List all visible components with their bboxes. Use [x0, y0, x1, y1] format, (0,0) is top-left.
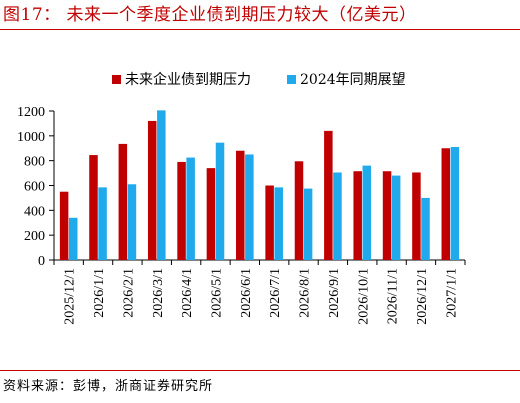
bar-maturity — [236, 150, 245, 260]
bar-maturity — [382, 171, 392, 260]
bar-maturity — [59, 191, 69, 260]
bar-prior-year — [421, 197, 430, 260]
y-tick-label: 0 — [38, 254, 45, 269]
x-tick-label: 2026/7/1 — [268, 268, 283, 318]
x-tick-label: 2026/8/1 — [298, 268, 313, 318]
x-tick-label: 2025/12/1 — [63, 268, 78, 325]
bar-prior-year — [245, 154, 254, 260]
bar-maturity — [177, 161, 186, 260]
bar-prior-year — [450, 147, 460, 260]
bar-maturity — [206, 168, 216, 260]
y-tick-label: 400 — [24, 204, 45, 219]
bar-maturity — [441, 148, 451, 260]
x-tick-label: 2027/1/1 — [444, 268, 459, 318]
bar-prior-year — [333, 172, 342, 260]
y-tick-label: 200 — [24, 229, 45, 244]
x-tick-label: 2026/3/1 — [151, 268, 166, 318]
bar-prior-year — [157, 110, 166, 260]
bar-prior-year — [98, 187, 107, 260]
legend-label: 未来企业债到期压力 — [125, 71, 251, 88]
y-tick-label: 800 — [24, 155, 45, 170]
chart-title: 图17： 未来一个季度企业债到期压力较大（亿美元） — [3, 5, 417, 25]
x-tick-label: 2026/2/1 — [121, 268, 136, 318]
legend-swatch — [287, 75, 296, 84]
bar-maturity — [265, 185, 274, 260]
bar-prior-year — [303, 188, 313, 260]
x-tick-label: 2026/5/1 — [209, 268, 224, 318]
y-tick-label: 1000 — [17, 130, 45, 145]
bar-maturity — [412, 172, 421, 260]
bar-maturity — [353, 171, 362, 260]
x-tick-label: 2026/4/1 — [180, 268, 195, 318]
y-tick-label: 600 — [24, 180, 45, 195]
x-tick-label: 2026/12/1 — [415, 268, 430, 325]
x-tick-label: 2026/10/1 — [356, 268, 371, 325]
bar-prior-year — [391, 175, 401, 260]
bar-maturity — [147, 120, 157, 260]
x-tick-label: 2026/11/1 — [386, 268, 401, 324]
x-tick-label: 2026/6/1 — [239, 268, 254, 318]
legend-swatch — [112, 75, 121, 84]
bar-chart: 0 200 400 600 800 1000 1200 2025/12/1 2026/1/1 20… — [17, 71, 466, 325]
x-tick-label: 2026/1/1 — [92, 268, 107, 318]
bar-maturity — [118, 143, 128, 260]
title-divider — [0, 29, 520, 30]
bar-maturity — [324, 130, 333, 260]
bar-prior-year — [127, 184, 137, 260]
bar-prior-year — [274, 187, 283, 260]
y-tick-label: 1200 — [17, 105, 45, 120]
bar-prior-year — [68, 217, 78, 260]
bar-prior-year — [362, 165, 372, 260]
bar-prior-year — [215, 142, 225, 260]
title-bar: 图17： 未来一个季度企业债到期压力较大（亿美元） — [0, 0, 520, 31]
x-tick-label: 2026/9/1 — [327, 268, 342, 318]
source-note: 资料来源：彭博，浙商证券研究所 — [3, 379, 214, 394]
bar-prior-year — [186, 157, 195, 260]
legend-label: 2024年同期展望 — [300, 72, 406, 88]
bar-maturity — [294, 161, 304, 260]
bar-maturity — [89, 155, 98, 260]
source-divider — [0, 370, 520, 371]
